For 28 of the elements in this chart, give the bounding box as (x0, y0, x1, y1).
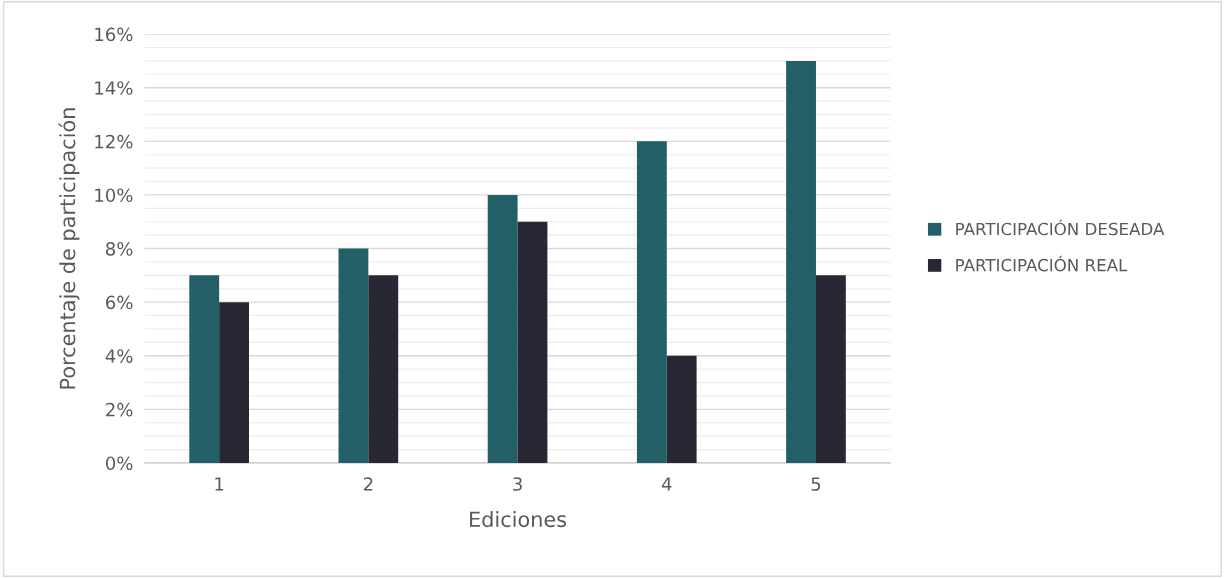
legend-label: PARTICIPACIÓN DESEADA (956, 219, 1165, 236)
y-tick-label: 16% (95, 27, 133, 42)
bar (815, 275, 846, 463)
bar (636, 141, 667, 463)
bar (666, 355, 697, 463)
bar (517, 221, 548, 463)
x-axis-title: Ediciones (470, 511, 567, 528)
y-tick-label: 6% (106, 295, 133, 310)
legend-label: PARTICIPACIÓN REAL (956, 255, 1128, 272)
bar (786, 60, 816, 463)
y-tick-label: 0% (105, 456, 133, 471)
x-tick-label: 4 (661, 477, 672, 491)
bar (189, 275, 220, 463)
y-tick-label: 4% (105, 349, 133, 363)
x-tick-label: 3 (513, 477, 522, 491)
y-tick-label: 2% (106, 402, 133, 417)
bar (338, 248, 369, 463)
y-tick-label: 14% (95, 81, 133, 95)
y-tick-label: 12% (95, 134, 133, 149)
bar (368, 275, 399, 463)
x-tick-label: 1 (215, 477, 224, 491)
x-tick-label: 5 (811, 477, 821, 491)
bar (487, 194, 518, 463)
x-tick-label: 2 (363, 477, 373, 491)
bar (219, 302, 249, 463)
y-axis-title: Porcentaje de participación (58, 108, 80, 389)
y-tick-label: 10% (95, 188, 133, 203)
y-tick-label: 8% (106, 242, 133, 256)
